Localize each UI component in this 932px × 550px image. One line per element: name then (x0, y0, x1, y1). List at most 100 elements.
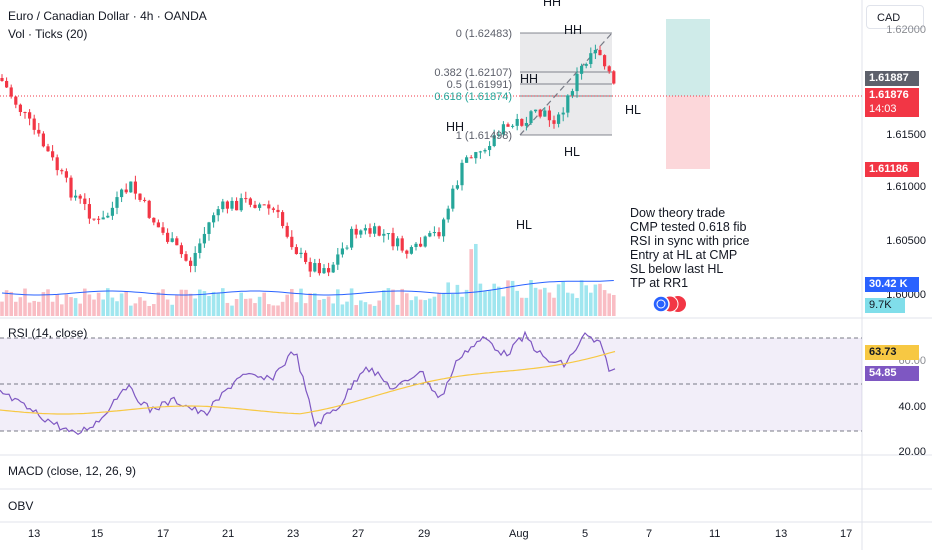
volume-bar (612, 294, 616, 316)
volume-bar (598, 283, 602, 316)
volume-bar (317, 299, 322, 316)
candle-body (488, 146, 492, 151)
obv-legend[interactable]: OBV (8, 499, 34, 513)
candle-body (64, 171, 68, 178)
long-position-stop-zone[interactable] (666, 96, 710, 169)
time-label: 11 (709, 528, 721, 540)
candle-body (101, 217, 105, 220)
volume-bar (589, 292, 593, 316)
price-tick-3: 1.60500 (886, 235, 926, 247)
candle-body (543, 110, 547, 117)
volume-bar (501, 296, 506, 316)
note-line: TP at RR1 (630, 276, 689, 290)
fib-label-618: 0.618 (1.61874) (434, 91, 512, 103)
candle-body (239, 198, 243, 211)
candle-body (18, 104, 22, 113)
volume-bar (152, 304, 156, 316)
volume-bar (55, 294, 59, 316)
volume-bar (414, 296, 418, 316)
label-hl-right: HL (625, 103, 641, 117)
volume-bar (96, 292, 101, 316)
volume-bar (524, 297, 529, 316)
candle-body (322, 268, 326, 274)
volume-bar (382, 290, 386, 316)
stop-price-badge: 1.61186 (865, 162, 919, 177)
candle-body (299, 252, 303, 255)
candle-body (524, 122, 528, 126)
volume-legend[interactable]: Vol · Ticks (20) (8, 27, 88, 41)
trade-note[interactable]: Dow theory trade CMP tested 0.618 fib RSI … (630, 206, 749, 290)
volume-ma-line (1, 280, 614, 296)
volume-bar (345, 301, 349, 316)
time-label: 23 (287, 528, 300, 540)
candle-body (354, 228, 358, 235)
fib-label-5: 0.5 (1.61991) (447, 79, 512, 91)
candle-body (198, 243, 202, 253)
volume-bar (547, 292, 552, 316)
candle-body (469, 157, 473, 159)
candle-body (78, 195, 82, 199)
volume-bar (156, 292, 161, 316)
long-position-target-zone[interactable] (666, 19, 710, 96)
candle-body (87, 204, 91, 219)
label-hh-top: HH (543, 0, 561, 9)
candle-body (520, 118, 524, 126)
candle-body (414, 243, 418, 248)
trade-marker-icon[interactable] (652, 295, 686, 313)
macd-legend[interactable]: MACD (close, 12, 26, 9) (8, 464, 137, 478)
candle-body (552, 120, 556, 124)
volume-bar (520, 297, 524, 316)
candle-body (156, 222, 160, 228)
currency-selector[interactable]: CAD (866, 5, 924, 29)
volume-bar (92, 299, 96, 316)
volume-bar (18, 297, 23, 316)
rsi-tick-40: 40.00 (898, 401, 926, 413)
candle-body (276, 209, 280, 213)
candle-body (603, 55, 607, 67)
volume-bar (101, 299, 105, 316)
volume-bar (276, 305, 280, 316)
candle-body (32, 118, 36, 130)
volume-bar (32, 300, 36, 316)
note-line: RSI in sync with price (630, 234, 750, 248)
time-label: 29 (418, 528, 431, 540)
candle-body (41, 133, 45, 147)
candle-body (460, 162, 464, 186)
candle-body (248, 198, 252, 205)
time-label: 21 (222, 528, 235, 540)
candle-body (409, 247, 413, 254)
candle-body (290, 236, 294, 248)
candle-body (465, 157, 469, 163)
rsi-line (0, 330, 616, 436)
rsi-ma-badge: 54.85 (865, 366, 919, 381)
candle-body (253, 204, 257, 208)
candle-body (419, 243, 423, 247)
candle-body (317, 263, 321, 274)
candle-body (285, 225, 289, 237)
candlesticks[interactable] (0, 44, 616, 278)
fib-label-0: 0 (1.62483) (456, 28, 512, 40)
candle-body (497, 134, 501, 136)
candle-body (368, 228, 372, 234)
volume-bar (418, 299, 423, 316)
volume-bar (257, 296, 262, 316)
volume-bar (579, 280, 584, 316)
candle-body (538, 109, 542, 117)
volume-bar (239, 292, 243, 316)
volume-bar (593, 284, 598, 316)
volume-bar (464, 289, 469, 316)
candle-body (584, 64, 588, 66)
rsi-legend[interactable]: RSI (14, close) (8, 326, 88, 340)
volume-bar (69, 297, 73, 316)
volume-bar (543, 287, 547, 316)
volume-bar (432, 296, 437, 316)
volume-bar (478, 283, 483, 316)
volume-bar (602, 290, 607, 316)
volume-bar (161, 289, 165, 316)
volume-bar (561, 281, 565, 316)
volume-bar (110, 297, 115, 316)
candle-body (184, 254, 188, 261)
symbol-title[interactable]: Euro / Canadian Dollar · 4h · OANDA (8, 9, 207, 23)
candle-body (331, 264, 335, 273)
